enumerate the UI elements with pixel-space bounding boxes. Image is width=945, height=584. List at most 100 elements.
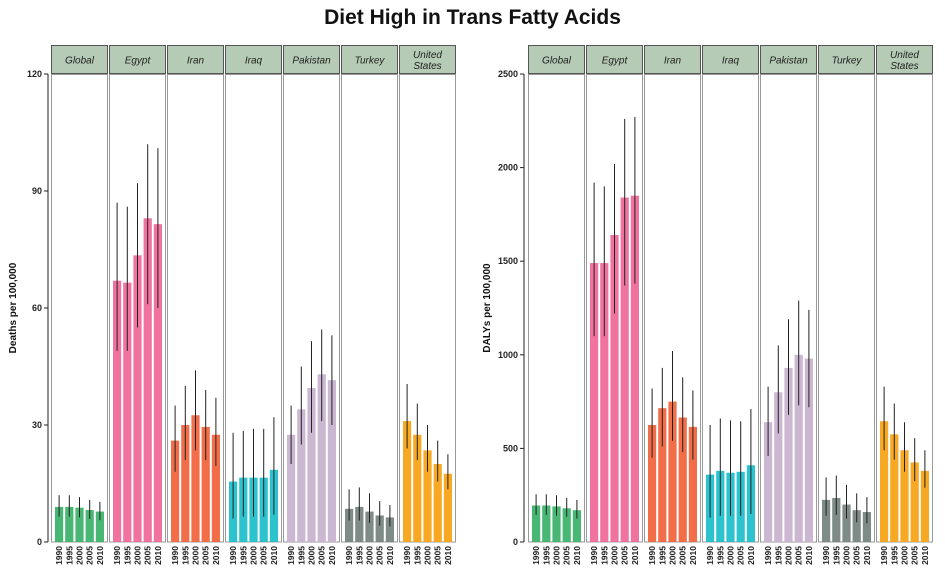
bar: [65, 506, 74, 542]
bar: [211, 434, 220, 542]
x-tick-label: 2010: [95, 546, 105, 565]
bar: [307, 387, 316, 542]
bar: [423, 450, 432, 542]
x-tick-label: 1995: [773, 546, 783, 565]
facet-turkey: Turkey 1990 1995 2000 2005 2010: [818, 45, 875, 565]
x-tick-label: 2005: [794, 546, 804, 565]
x-tick-label: 1990: [531, 546, 541, 565]
x-tick-label: 1995: [354, 546, 364, 565]
x-tick-label: 1995: [715, 546, 725, 565]
y-tick-label: 0: [513, 537, 518, 547]
facet-iran: Iran 1990 1995 2000 2005 2010: [167, 45, 224, 565]
x-tick-label: 1995: [238, 546, 248, 565]
facet-label: Global: [65, 56, 95, 67]
bar: [327, 380, 336, 542]
bar: [572, 510, 581, 542]
bar: [171, 440, 180, 542]
x-tick-label: 2000: [900, 546, 910, 565]
bar: [804, 358, 813, 542]
bar: [590, 263, 599, 542]
facet-label: Iran: [187, 56, 205, 67]
x-tick-label: 2010: [153, 546, 163, 565]
x-tick-label: 1995: [541, 546, 551, 565]
bar: [75, 507, 84, 542]
facet-frame: [51, 74, 108, 543]
bar: [688, 426, 697, 542]
bar: [55, 506, 64, 542]
x-tick-label: 1995: [296, 546, 306, 565]
facet-frame: [528, 74, 585, 543]
x-tick-label: 2000: [249, 546, 259, 565]
x-tick-label: 1990: [54, 546, 64, 565]
x-tick-label: 2010: [746, 546, 756, 565]
bar: [355, 506, 364, 542]
bar: [784, 367, 793, 542]
bar: [552, 506, 561, 542]
y-tick-label: 60: [32, 303, 42, 313]
bar: [794, 354, 803, 542]
facet-strip: [644, 45, 701, 74]
x-tick-label: 1995: [831, 546, 841, 565]
facet-pakistan: Pakistan 1990 1995 2000 2005 2010: [283, 45, 340, 565]
x-tick-label: 1990: [402, 546, 412, 565]
bar: [297, 409, 306, 542]
facet-strip: [702, 45, 759, 74]
x-tick-label: 1990: [705, 546, 715, 565]
x-tick-label: 2005: [375, 546, 385, 565]
x-tick-label: 2000: [75, 546, 85, 565]
x-tick-label: 2010: [804, 546, 814, 565]
x-tick-label: 2010: [211, 546, 221, 565]
x-tick-label: 2005: [910, 546, 920, 565]
x-tick-label: 1990: [821, 546, 831, 565]
y-tick-label: 0: [37, 537, 42, 547]
x-tick-label: 1990: [228, 546, 238, 565]
facet-label: Iraq: [245, 56, 263, 67]
facet-iraq: Iraq 1990 1995 2000 2005 2010: [225, 45, 282, 565]
bar: [862, 512, 871, 542]
bar: [201, 426, 210, 542]
bar: [880, 421, 889, 542]
facet-label: Turkey: [832, 56, 863, 67]
y-tick-label: 120: [27, 69, 42, 79]
bar: [365, 511, 374, 542]
x-tick-label: 2010: [920, 546, 930, 565]
facet-strip: [167, 45, 224, 74]
dalys-panel: 0 500 1000 1500 2000 2500 DALYs per 100,000 Glo…: [482, 45, 933, 565]
facet-strip: [818, 45, 875, 74]
facet-strip: [109, 45, 166, 74]
y-tick-label: 1000: [498, 350, 518, 360]
bar: [191, 415, 200, 542]
facet-turkey: Turkey 1990 1995 2000 2005 2010: [341, 45, 398, 565]
bar: [648, 425, 657, 542]
x-tick-label: 2000: [423, 546, 433, 565]
y-tick-label: 2500: [498, 69, 518, 79]
x-tick-label: 2000: [552, 546, 562, 565]
x-tick-label: 2005: [259, 546, 269, 565]
facet-label: States: [413, 61, 441, 72]
x-tick-label: 2005: [562, 546, 572, 565]
facet-strip: [760, 45, 817, 74]
bar: [668, 401, 677, 542]
bar: [85, 510, 94, 542]
bar: [890, 434, 899, 542]
facet-label: Pakistan: [769, 56, 808, 67]
x-tick-label: 2005: [201, 546, 211, 565]
facet-pakistan: Pakistan 1990 1995 2000 2005 2010: [760, 45, 817, 565]
bar: [113, 280, 122, 542]
facet-strip: [283, 45, 340, 74]
x-tick-label: 1995: [657, 546, 667, 565]
x-tick-label: 2010: [385, 546, 395, 565]
bar: [920, 470, 929, 542]
facet-strip: [528, 45, 585, 74]
bar: [562, 508, 571, 542]
x-tick-label: 2005: [433, 546, 443, 565]
x-tick-label: 2010: [327, 546, 337, 565]
bar: [413, 434, 422, 542]
x-tick-label: 2005: [736, 546, 746, 565]
facet-label: United: [413, 50, 442, 61]
facet-strip: [876, 45, 933, 74]
bar: [443, 473, 452, 542]
facet-label: United: [890, 50, 919, 61]
bar: [678, 417, 687, 542]
bar: [620, 197, 629, 542]
